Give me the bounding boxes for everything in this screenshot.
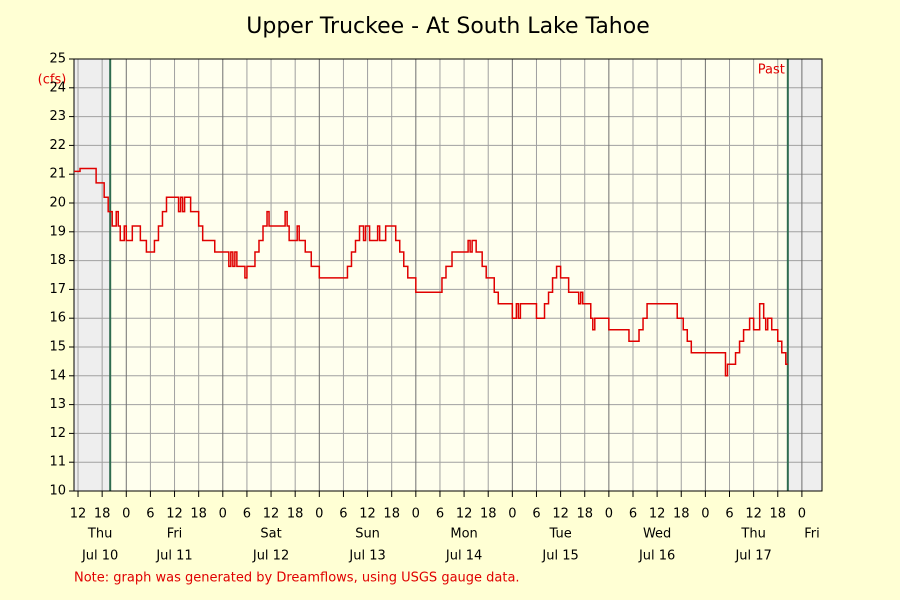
- x-tick-label: 12: [456, 507, 473, 522]
- shaded-before: [74, 59, 111, 491]
- weekday-label: Thu: [740, 527, 765, 542]
- x-tick-label: 6: [532, 507, 540, 522]
- y-tick-label: 10: [49, 484, 66, 499]
- shaded-after: [787, 59, 822, 491]
- y-tick-label: 18: [49, 253, 66, 268]
- x-tick-label: 12: [263, 507, 280, 522]
- x-tick-label: 6: [629, 507, 637, 522]
- x-tick-label: 12: [70, 507, 87, 522]
- x-tick-label: 6: [725, 507, 733, 522]
- y-tick-label: 23: [49, 109, 66, 124]
- x-tick-label: 18: [769, 507, 786, 522]
- x-tick-label: 18: [576, 507, 593, 522]
- weekday-label: Wed: [643, 527, 671, 542]
- y-axis-label: (cfs): [38, 73, 67, 88]
- x-tick-label: 12: [745, 507, 762, 522]
- y-tick-label: 15: [49, 340, 66, 355]
- x-tick-label: 12: [552, 507, 569, 522]
- x-tick-label: 6: [339, 507, 347, 522]
- y-tick-label: 11: [49, 455, 66, 470]
- y-tick-label: 21: [49, 167, 66, 182]
- y-tick-label: 17: [49, 282, 66, 297]
- x-tick-label: 18: [287, 507, 304, 522]
- weekday-label: Mon: [450, 527, 477, 542]
- x-tick-label: 6: [436, 507, 444, 522]
- date-label: Jul 14: [445, 549, 482, 564]
- plot-frame: [73, 58, 823, 492]
- date-label: Jul 15: [541, 549, 578, 564]
- weekday-label: Sat: [260, 527, 281, 542]
- weekday-label: Tue: [548, 527, 571, 542]
- x-tick-label: 0: [219, 507, 227, 522]
- y-tick-label: 24: [49, 80, 66, 95]
- x-tick-label: 0: [412, 507, 420, 522]
- chart-title: Upper Truckee - At South Lake Tahoe: [246, 14, 650, 39]
- date-label: Jul 11: [155, 549, 192, 564]
- weekday-label: Sun: [355, 527, 380, 542]
- date-label: Jul 10: [81, 549, 118, 564]
- y-tick-label: 14: [49, 368, 66, 383]
- date-label: Jul 16: [638, 549, 675, 564]
- weekday-label: Fri: [167, 527, 183, 542]
- date-label: Jul 12: [252, 549, 289, 564]
- y-tick-label: 13: [49, 397, 66, 412]
- x-tick-label: 6: [146, 507, 154, 522]
- date-label: Jul 13: [348, 549, 385, 564]
- annotation: Past: [758, 63, 785, 78]
- x-tick-label: 0: [701, 507, 709, 522]
- x-tick-label: 18: [673, 507, 690, 522]
- x-tick-label: 18: [94, 507, 111, 522]
- x-tick-label: 6: [243, 507, 251, 522]
- x-tick-label: 18: [190, 507, 207, 522]
- x-tick-label: 0: [122, 507, 130, 522]
- x-tick-label: 12: [359, 507, 376, 522]
- flow-line: [74, 167, 788, 377]
- y-tick-label: 12: [49, 426, 66, 441]
- x-tick-label: 0: [315, 507, 323, 522]
- x-tick-label: 18: [480, 507, 497, 522]
- y-tick-label: 22: [49, 138, 66, 153]
- x-tick-label: 12: [649, 507, 666, 522]
- weekday-label: Thu: [87, 527, 112, 542]
- x-tick-label: 18: [383, 507, 400, 522]
- x-tick-label: 0: [605, 507, 613, 522]
- date-label: Jul 17: [734, 549, 771, 564]
- y-tick-label: 16: [49, 311, 66, 326]
- x-tick-label: 0: [508, 507, 516, 522]
- y-tick-label: 25: [49, 52, 66, 67]
- weekday-label: Fri: [804, 527, 820, 542]
- y-tick-label: 20: [49, 196, 66, 211]
- x-tick-label: 12: [166, 507, 183, 522]
- y-tick-label: 19: [49, 224, 66, 239]
- plot-area: [74, 59, 822, 491]
- note: Note: graph was generated by Dreamflows,…: [74, 571, 520, 586]
- x-tick-label: 0: [798, 507, 806, 522]
